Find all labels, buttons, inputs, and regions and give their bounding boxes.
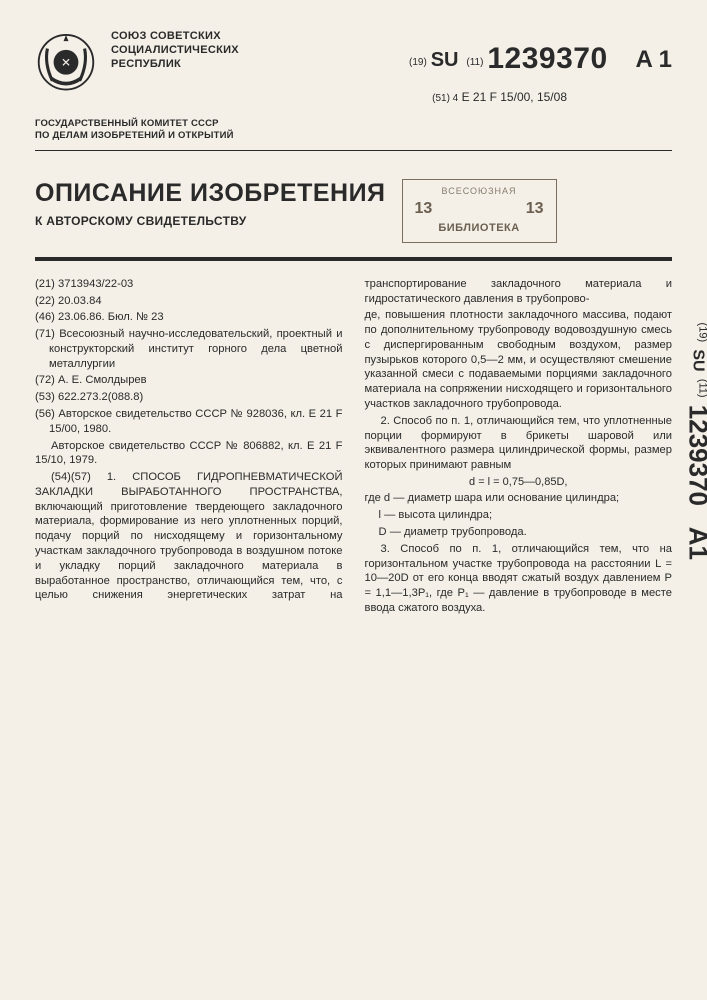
- document-number: (19) SU (11) 1239370 A 1: [409, 42, 672, 76]
- formula: d = l = 0,75—0,85D,: [365, 475, 673, 490]
- committee-line: ПО ДЕЛАМ ИЗОБРЕТЕНИЙ И ОТКРЫТИЙ: [35, 130, 672, 142]
- field-22: (22) 20.03.84: [35, 294, 343, 309]
- library-stamp: ВСЕСОЮЗНАЯ 13 13 БИБЛИОТЕКА: [402, 179, 557, 243]
- body-text: (21) 3713943/22-03 (22) 20.03.84 (46) 23…: [35, 277, 672, 616]
- where-d: где d — диаметр шара или основание цилин…: [365, 491, 673, 506]
- ussr-emblem-icon: [35, 30, 97, 92]
- ipc-classification: (51) 4 E 21 F 15/00, 15/08: [432, 90, 567, 104]
- claim-2: 2. Способ по п. 1, отличающийся тем, что…: [365, 414, 673, 473]
- field-21: (21) 3713943/22-03: [35, 277, 343, 292]
- stamp-number: 13: [526, 200, 544, 218]
- kind-code: A 1: [636, 46, 672, 73]
- title-block: ОПИСАНИЕ ИЗОБРЕТЕНИЯ К АВТОРСКОМУ СВИДЕТ…: [35, 179, 672, 243]
- patent-page: СОЮЗ СОВЕТСКИХ СОЦИАЛИСТИЧЕСКИХ РЕСПУБЛИ…: [0, 0, 707, 636]
- field-53: (53) 622.273.2(088.8): [35, 390, 343, 405]
- stamp-library: БИБЛИОТЕКА: [407, 222, 552, 234]
- field-56b: Авторское свидетельство СССР № 806882, к…: [35, 439, 343, 469]
- field-11-label: (11): [466, 57, 483, 68]
- document-title: ОПИСАНИЕ ИЗОБРЕТЕНИЯ: [35, 179, 386, 208]
- document-subtitle: К АВТОРСКОМУ СВИДЕТЕЛЬСТВУ: [35, 214, 386, 228]
- claim-3: 3. Способ по п. 1, отличающийся тем, что…: [365, 542, 673, 616]
- patent-number: 1239370: [487, 42, 607, 75]
- field-46: (46) 23.06.86. Бюл. № 23: [35, 310, 343, 325]
- field-51-label: (51) 4: [432, 93, 458, 104]
- field-19-label: (19): [409, 57, 427, 68]
- side-11: (11): [696, 379, 707, 398]
- republic-line: СОЮЗ СОВЕТСКИХ: [111, 30, 239, 44]
- field-56a: (56) Авторское свидетельство СССР № 9280…: [35, 407, 343, 437]
- republic-line: РЕСПУБЛИК: [111, 58, 239, 72]
- republic-name: СОЮЗ СОВЕТСКИХ СОЦИАЛИСТИЧЕСКИХ РЕСПУБЛИ…: [111, 30, 239, 71]
- side-su: SU: [689, 349, 706, 371]
- republic-line: СОЦИАЛИСТИЧЕСКИХ: [111, 44, 239, 58]
- field-72: (72) А. Е. Смолдырев: [35, 373, 343, 388]
- thick-divider: [35, 257, 672, 261]
- country-code: SU: [431, 49, 459, 71]
- side-document-id: (19) SU (11) 1239370 A1: [682, 323, 707, 560]
- stamp-number: 13: [415, 200, 433, 218]
- side-kind: A1: [683, 527, 707, 560]
- side-19: (19): [696, 323, 707, 343]
- where-l: l — высота цилиндра;: [365, 508, 673, 523]
- title-text: ОПИСАНИЕ ИЗОБРЕТЕНИЯ К АВТОРСКОМУ СВИДЕТ…: [35, 179, 386, 228]
- claim-1b: де, повышения плотности закладочного мас…: [365, 308, 673, 411]
- ipc-codes: E 21 F 15/00, 15/08: [462, 90, 567, 104]
- field-71: (71) Всесоюзный научно-исследовательский…: [35, 327, 343, 371]
- committee-line: ГОСУДАРСТВЕННЫЙ КОМИТЕТ СССР: [35, 118, 672, 130]
- where-D: D — диаметр трубопровода.: [365, 525, 673, 540]
- side-number: 1239370: [683, 405, 707, 506]
- stamp-line: ВСЕСОЮЗНАЯ: [407, 186, 552, 196]
- committee-name: ГОСУДАРСТВЕННЫЙ КОМИТЕТ СССР ПО ДЕЛАМ ИЗ…: [35, 118, 672, 142]
- divider: [35, 150, 672, 151]
